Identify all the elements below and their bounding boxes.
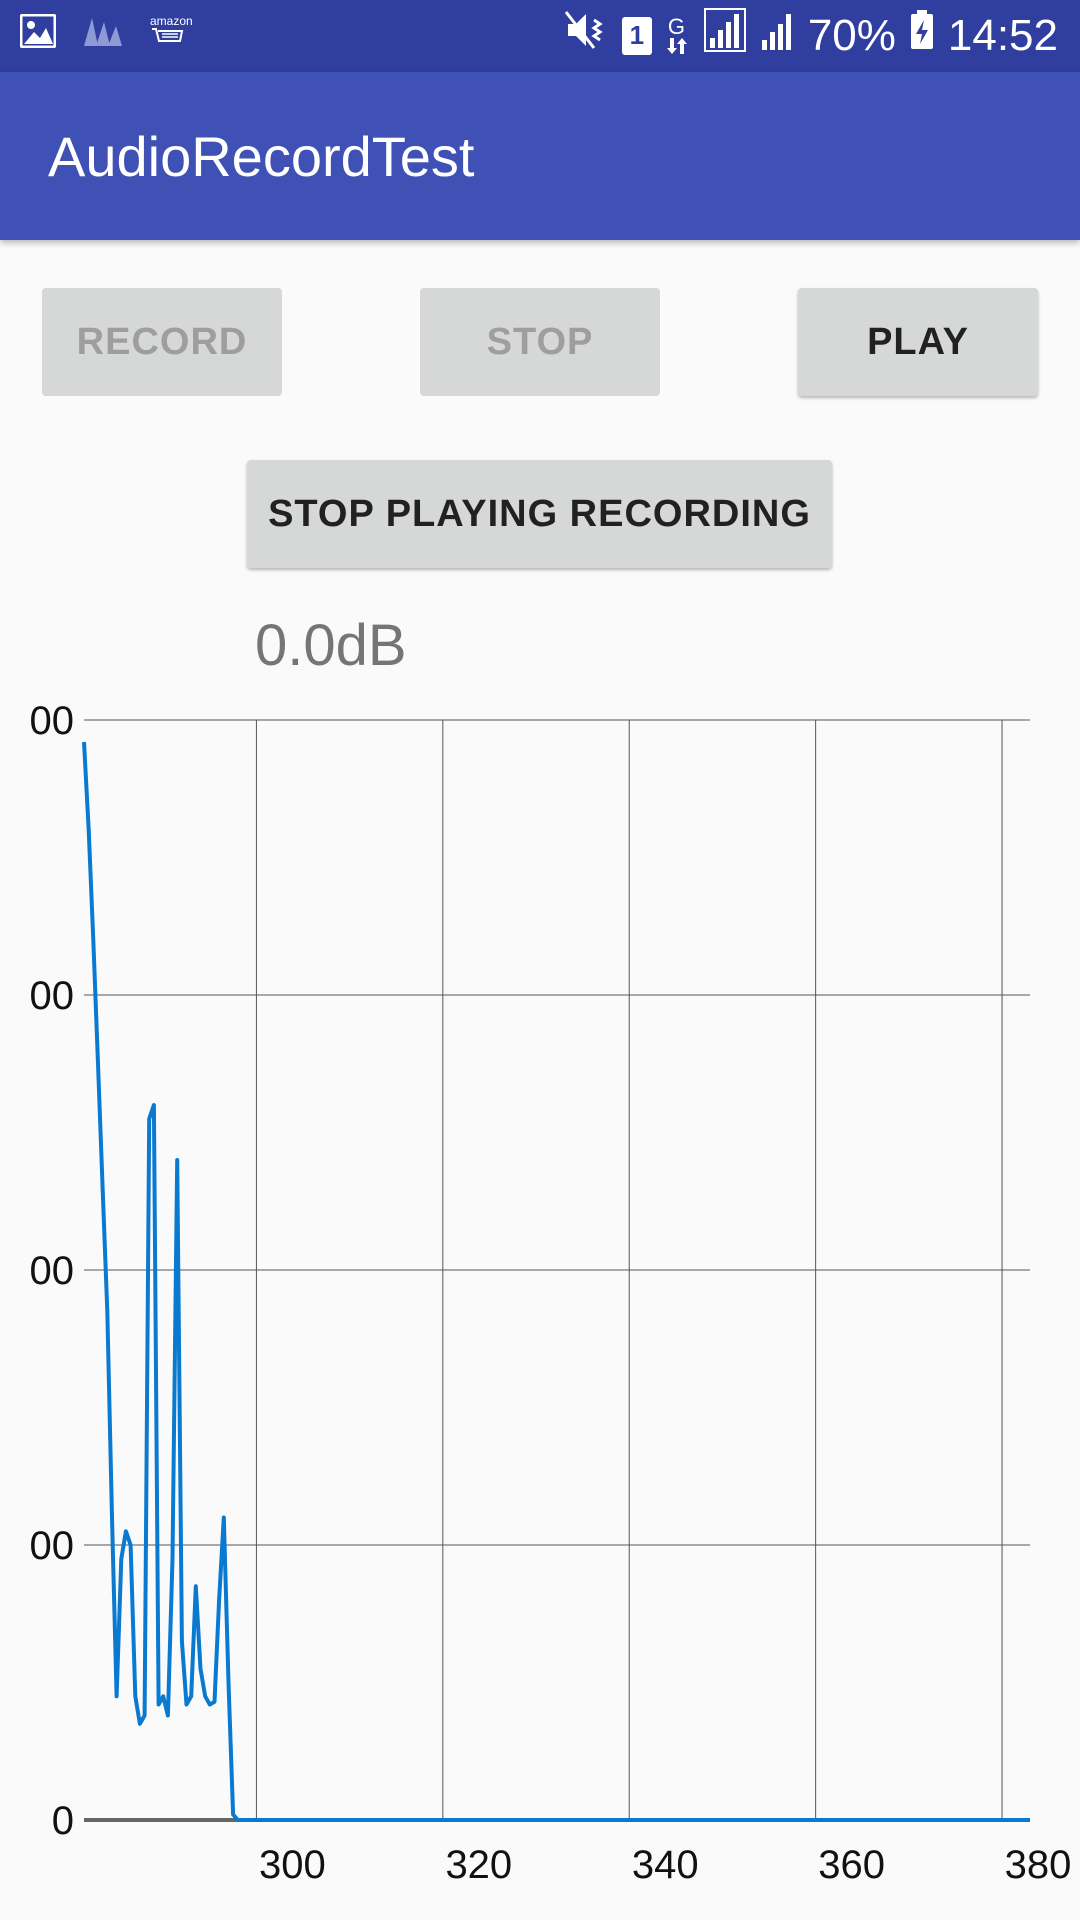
decibel-level: 0.0dB [255,613,407,678]
play-button[interactable]: PLAY [798,288,1038,396]
mute-vibrate-icon [564,10,608,61]
chart-grid [84,719,1030,1820]
clock: 14:52 [947,10,1058,60]
data-g-icon: G [666,14,690,58]
x-axis-ticks: 300 320 340 360 380 [259,1843,1071,1887]
battery-charging-icon [910,10,934,61]
chart-series [82,741,1030,1822]
x-tick-label: 320 [445,1843,512,1887]
series-line [82,741,1030,1822]
y-tick-label: 00 [30,699,75,743]
signal-icon [703,8,746,63]
signal-2-icon [760,10,794,61]
sim-1-icon: 1 [621,16,652,55]
y-tick-label: 00 [30,1524,75,1568]
stop-button[interactable]: STOP [420,288,660,396]
x-tick-label: 380 [1005,1843,1072,1887]
y-tick-label: 00 [30,974,75,1018]
x-tick-label: 300 [259,1843,326,1887]
record-button[interactable]: RECORD [42,288,282,396]
x-tick-label: 360 [818,1843,885,1887]
y-tick-label: 0 [52,1799,74,1843]
amazon-shopping-icon: amazon [150,15,193,52]
status-bar: amazon 1 G [0,0,1080,72]
image-icon [19,13,57,53]
app-title: AudioRecordTest [48,125,475,188]
music-app-icon [82,14,124,53]
battery-percent: 70% [807,10,896,60]
app-bar: AudioRecordTest [0,72,1080,240]
y-tick-label: 00 [30,1249,75,1293]
x-tick-label: 340 [632,1843,699,1887]
stop-playing-recording-button[interactable]: STOP PLAYING RECORDING [247,460,832,568]
